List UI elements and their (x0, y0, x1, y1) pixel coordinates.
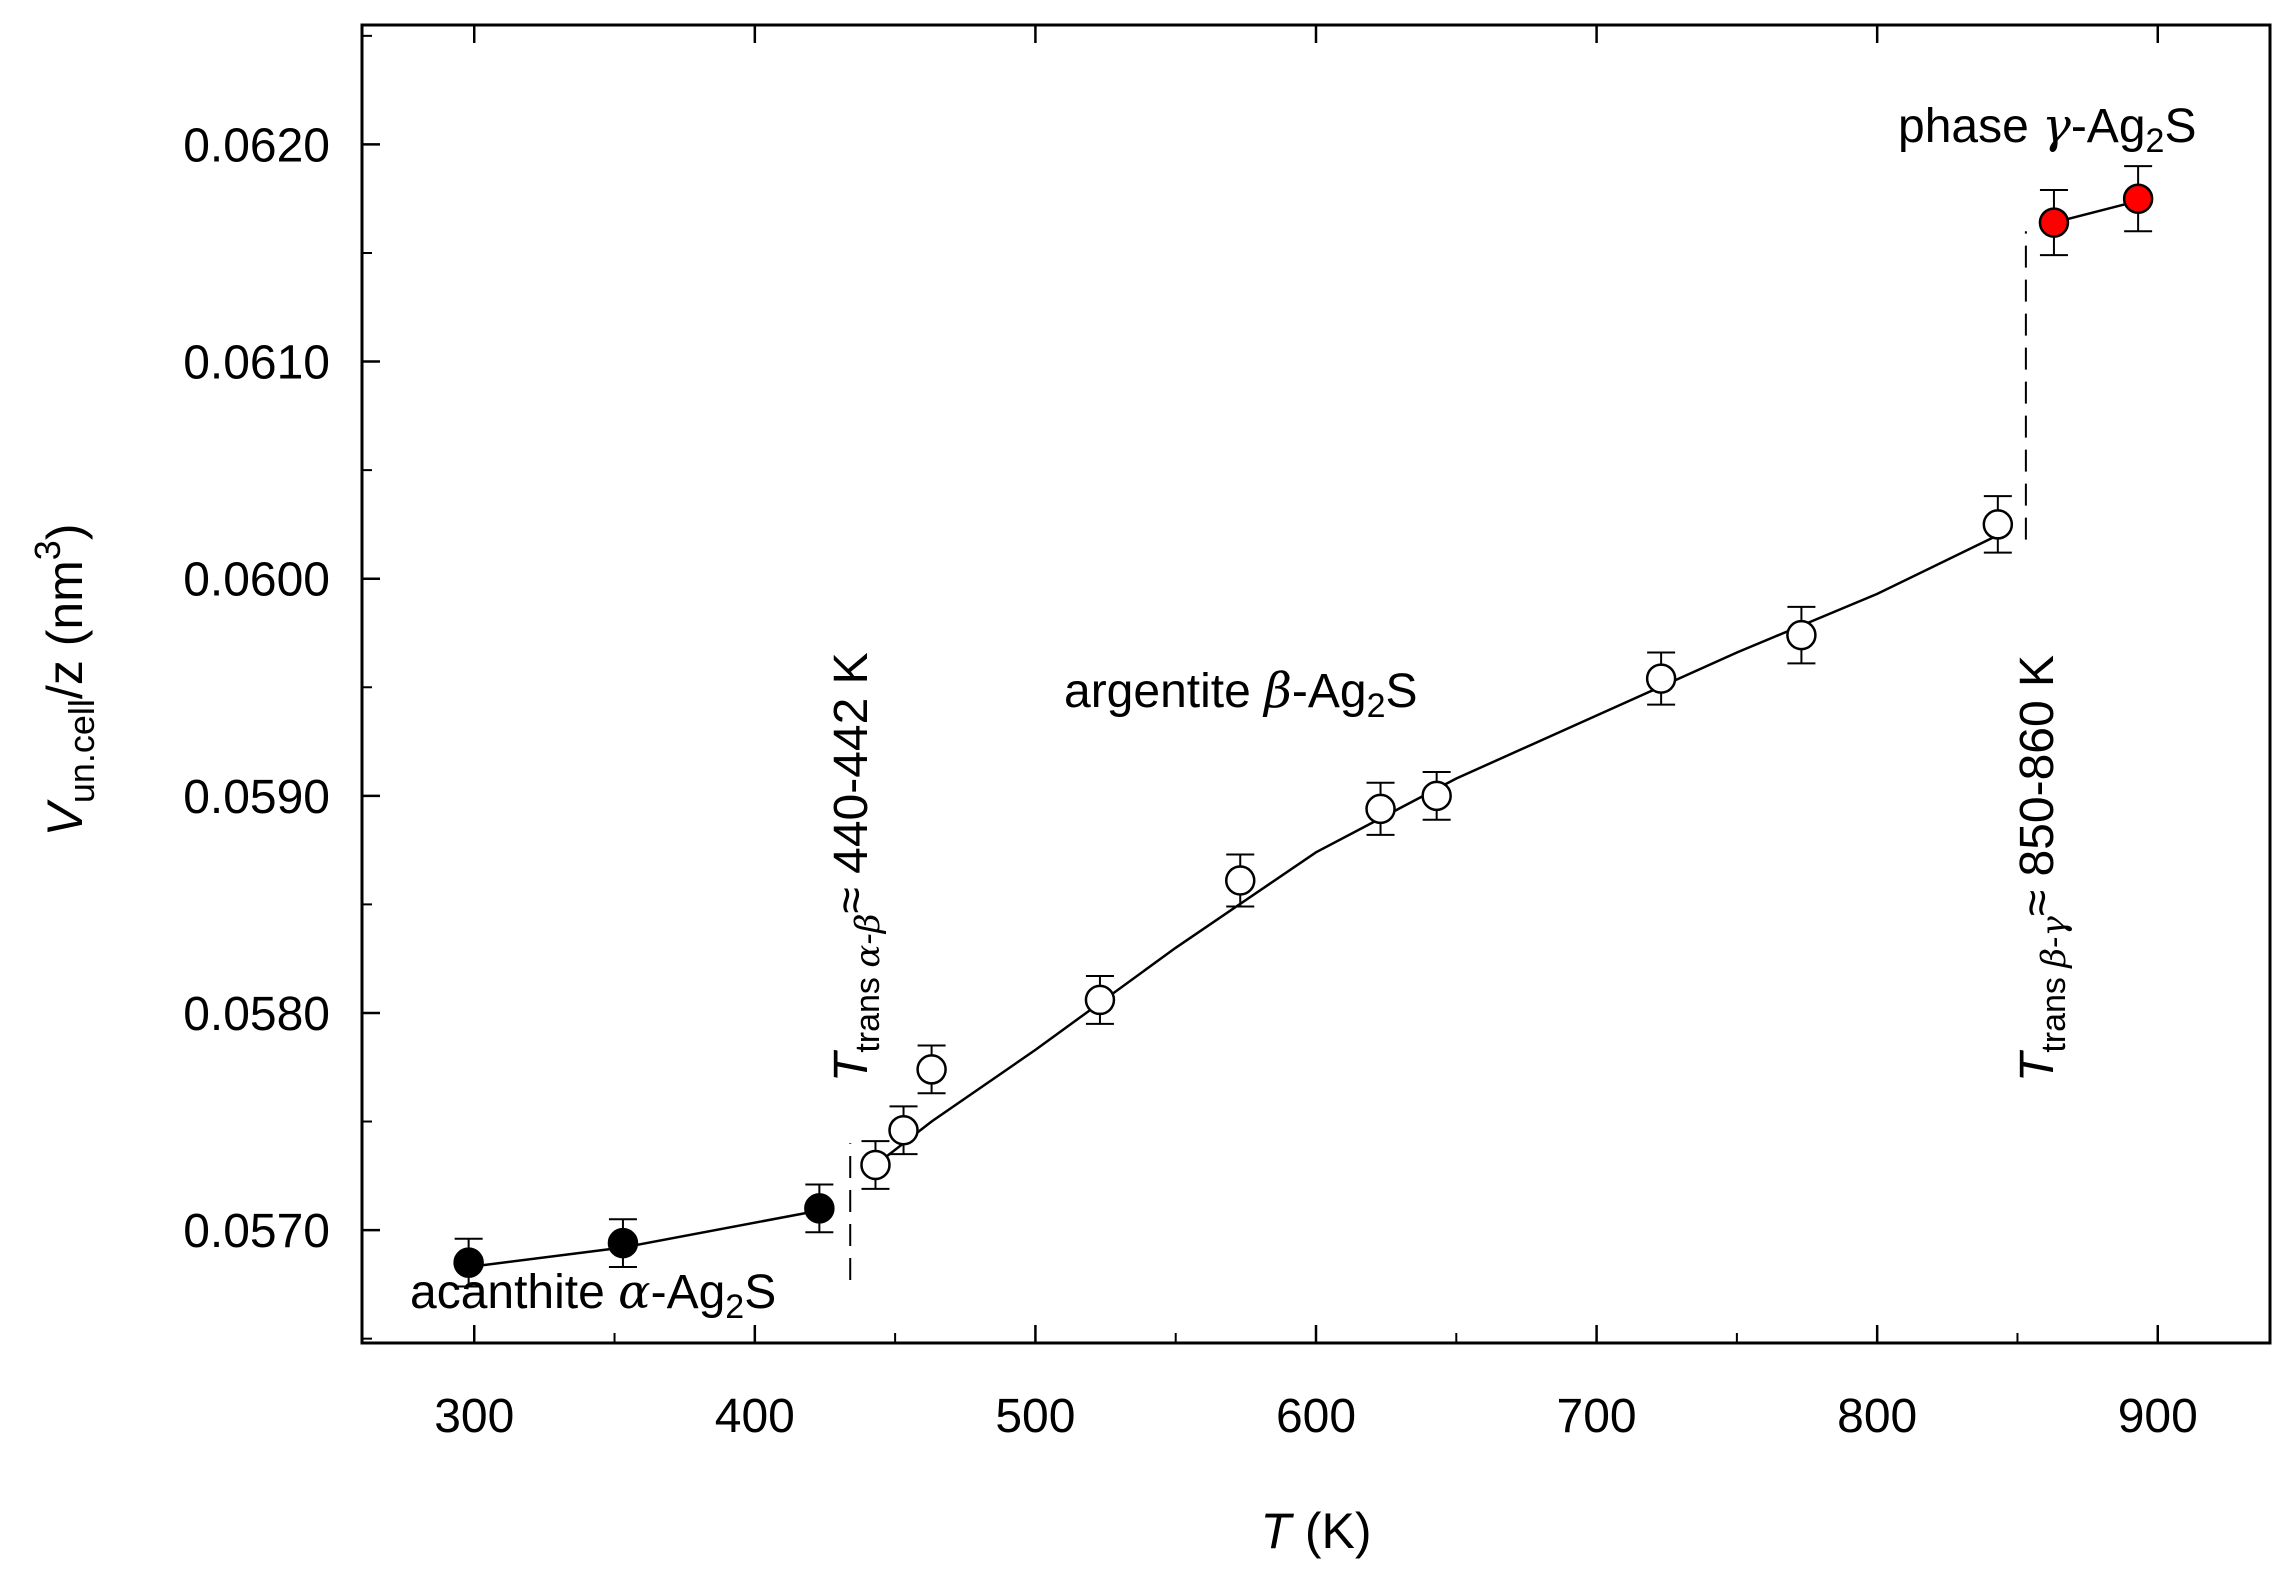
x-tick-label: 500 (995, 1390, 1075, 1443)
x-axis-label: T (K) (1260, 1503, 1371, 1559)
transition-label-alpha-beta: Ttrans α-β≈ 440-442 K (825, 652, 888, 1082)
data-point (1365, 793, 1396, 825)
fit-lines (468, 199, 2139, 1269)
data-point (1645, 663, 1677, 694)
data-point (453, 1247, 484, 1278)
data-points (453, 165, 2154, 1288)
y-tick-label: 0.0570 (183, 1205, 330, 1258)
y-tick-label: 0.0610 (183, 337, 330, 390)
y-tick-label: 0.0600 (183, 554, 330, 607)
x-tick-label: 900 (2118, 1390, 2198, 1443)
x-tick-label: 700 (1557, 1390, 1637, 1443)
fit-line (874, 534, 1999, 1166)
data-point (860, 1149, 891, 1181)
data-point (2038, 207, 2070, 238)
x-tick-label: 800 (1837, 1390, 1917, 1443)
data-point (1421, 780, 1452, 812)
transition-lines (849, 231, 2027, 1281)
data-point (1786, 619, 1817, 651)
axis-ticks: 300 400 500 600 700 800 900 0.0570 0.0580 0.0590 0… (183, 25, 2198, 1443)
y-tick-label: 0.0620 (183, 119, 330, 172)
transition-label-beta-gamma: Ttrans β-γ≈ 850-860 K (2011, 655, 2074, 1082)
x-tick-label: 400 (715, 1390, 795, 1443)
data-point (607, 1227, 639, 1259)
y-tick-label: 0.0580 (183, 988, 330, 1041)
data-point (804, 1193, 835, 1224)
y-axis-label: Vun.cell/z (nm3) (27, 523, 102, 836)
data-point (1982, 509, 2014, 540)
annotation-gamma: phase γ-Ag2S (1898, 98, 2196, 160)
data-point (888, 1114, 919, 1146)
data-point (2122, 183, 2154, 214)
annotation-acanthite: acanthite α-Ag2S (410, 1264, 776, 1326)
annotation-argentite: argentite β-Ag2S (1064, 663, 1418, 725)
data-point (1084, 984, 1116, 1016)
x-tick-label: 300 (434, 1390, 514, 1443)
x-tick-label: 600 (1276, 1390, 1356, 1443)
fit-line (468, 1209, 820, 1269)
data-point (1224, 865, 1256, 896)
y-tick-label: 0.0590 (183, 771, 330, 824)
data-point (916, 1054, 947, 1085)
labels: T (K) Vun.cell/z (nm3) acanthite α-Ag2S … (27, 98, 2196, 1559)
